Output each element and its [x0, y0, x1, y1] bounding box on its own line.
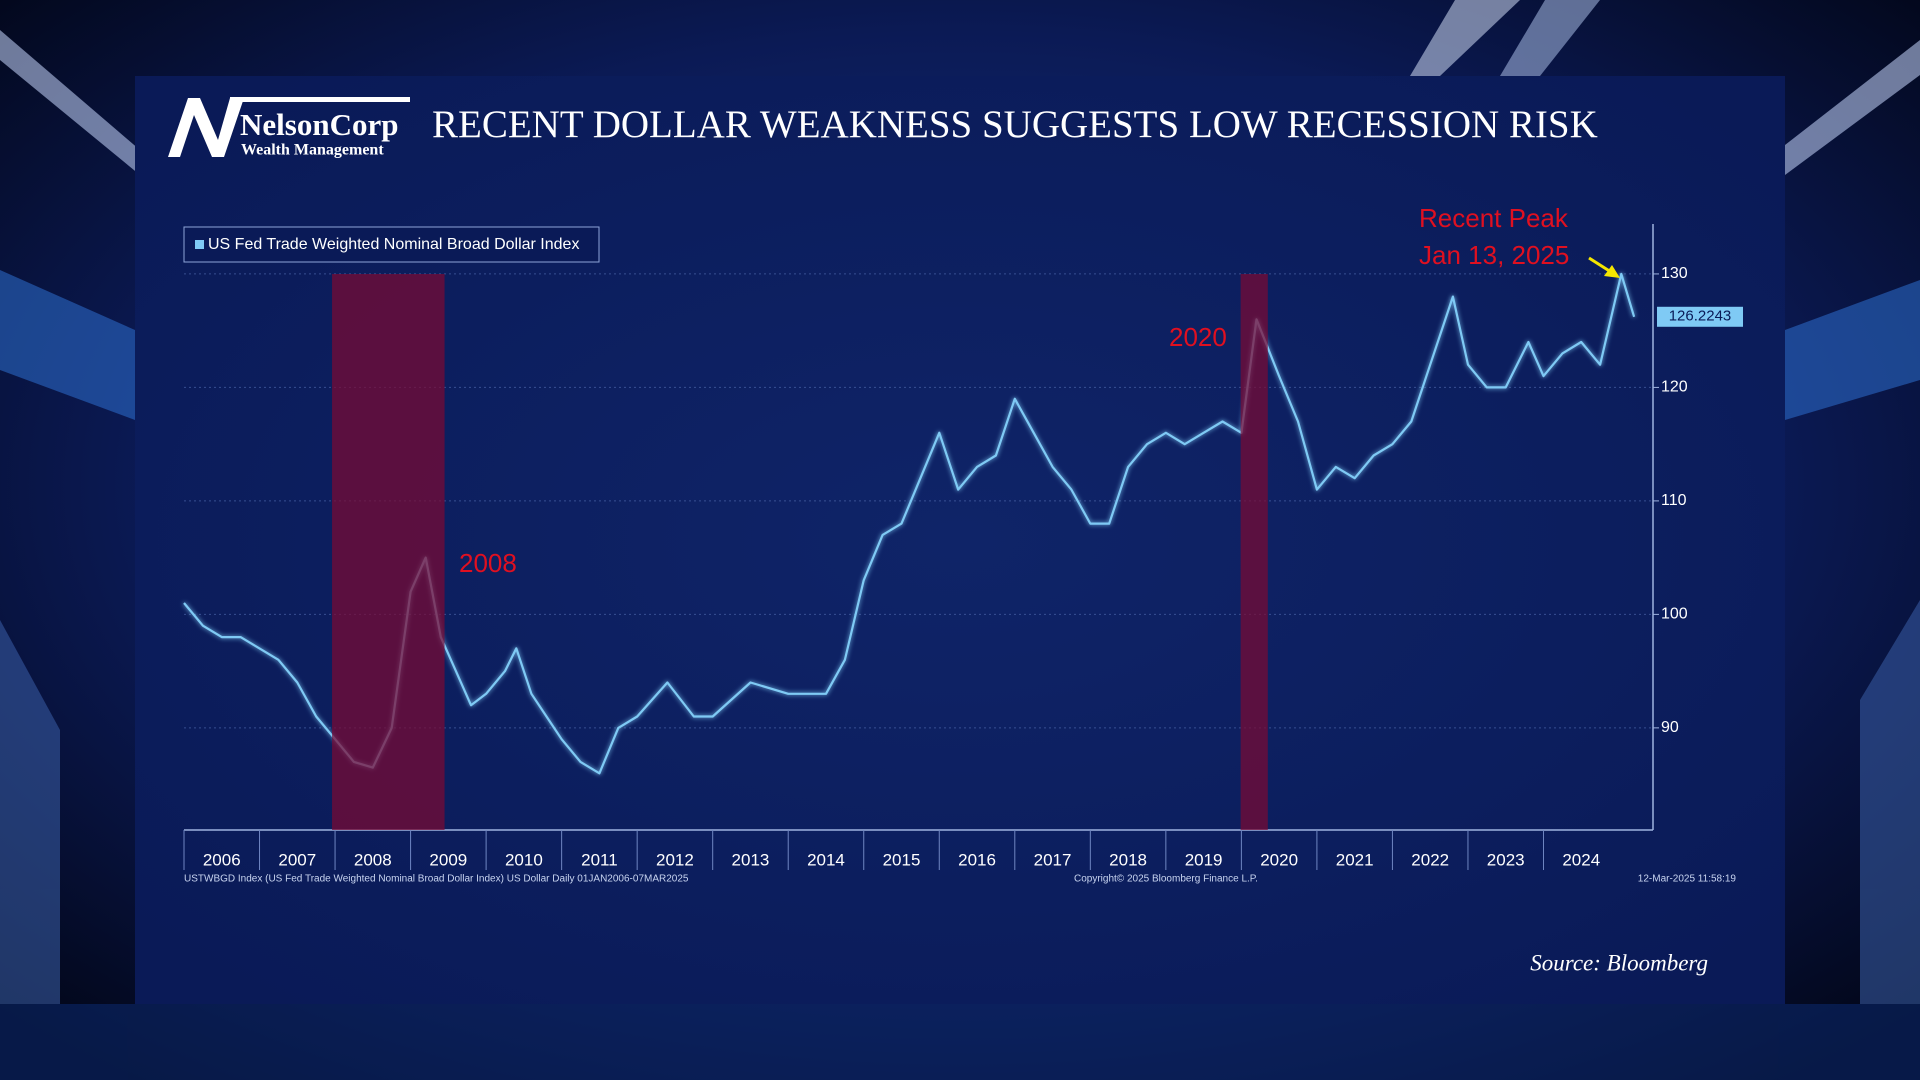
- source: Source: Bloomberg: [1530, 950, 1708, 975]
- x-tick-label: 2010: [505, 850, 543, 869]
- x-tick-label: 2011: [581, 850, 618, 869]
- last-value-label: 126.2243: [1669, 308, 1732, 325]
- x-tick-label: 2024: [1562, 850, 1600, 869]
- annotation-arrow: [1588, 256, 1612, 274]
- logo-mark: [168, 98, 244, 157]
- annotation: Recent Peak: [1419, 203, 1569, 233]
- x-tick-label: 2016: [958, 850, 996, 869]
- x-tick-label: 2014: [807, 850, 845, 869]
- x-tick-label: 2018: [1109, 850, 1147, 869]
- legend-label: US Fed Trade Weighted Nominal Broad Doll…: [208, 236, 579, 253]
- recession-band: [332, 274, 445, 830]
- x-tick-label: 2007: [278, 850, 316, 869]
- footnote-description: USTWBGD Index (US Fed Trade Weighted Nom…: [184, 874, 689, 885]
- logo-bar: [230, 97, 410, 102]
- annotation: Jan 13, 2025: [1419, 240, 1569, 270]
- x-tick-label: 2006: [203, 850, 241, 869]
- logo-name: NelsonCorp: [240, 107, 398, 142]
- plot: 90 100 110 120 130 2006 2007 2008 2009 2010 2011 20…: [183, 203, 1743, 870]
- y-tick-label: 90: [1661, 719, 1679, 736]
- logo-tagline: Wealth Management: [241, 142, 384, 159]
- footnote-timestamp: 12-Mar-2025 11:58:19: [1638, 874, 1737, 885]
- footnote-copyright: Copyright© 2025 Bloomberg Finance L.P.: [1074, 874, 1258, 885]
- y-tick-label: 120: [1661, 379, 1688, 396]
- x-tick-label: 2013: [732, 850, 770, 869]
- y-tick-label: 100: [1661, 606, 1688, 623]
- annotation: 2008: [459, 548, 517, 578]
- x-tick-label: 2023: [1487, 850, 1525, 869]
- x-tick-label: 2020: [1260, 850, 1298, 869]
- logo: NelsonCorp Wealth Management: [168, 97, 410, 159]
- x-tick-label: 2012: [656, 850, 694, 869]
- annotation-arrowhead: [1604, 265, 1620, 278]
- chart-title: RECENT DOLLAR WEAKNESS SUGGESTS LOW RECE…: [432, 103, 1598, 146]
- x-tick-label: 2019: [1185, 850, 1223, 869]
- recession-band: [1240, 274, 1268, 830]
- x-tick-label: 2017: [1034, 850, 1072, 869]
- x-tick-label: 2008: [354, 850, 392, 869]
- annotation: 2020: [1169, 322, 1227, 352]
- x-tick-label: 2021: [1336, 850, 1374, 869]
- x-tick-label: 2015: [883, 850, 921, 869]
- y-tick-label: 110: [1661, 492, 1687, 509]
- legend-box: [183, 226, 600, 263]
- x-tick-label: 2009: [429, 850, 467, 869]
- legend-swatch: [195, 240, 204, 249]
- x-tick-label: 2022: [1411, 850, 1449, 869]
- last-value-tag: [1657, 306, 1743, 327]
- y-tick-label: 130: [1661, 265, 1688, 282]
